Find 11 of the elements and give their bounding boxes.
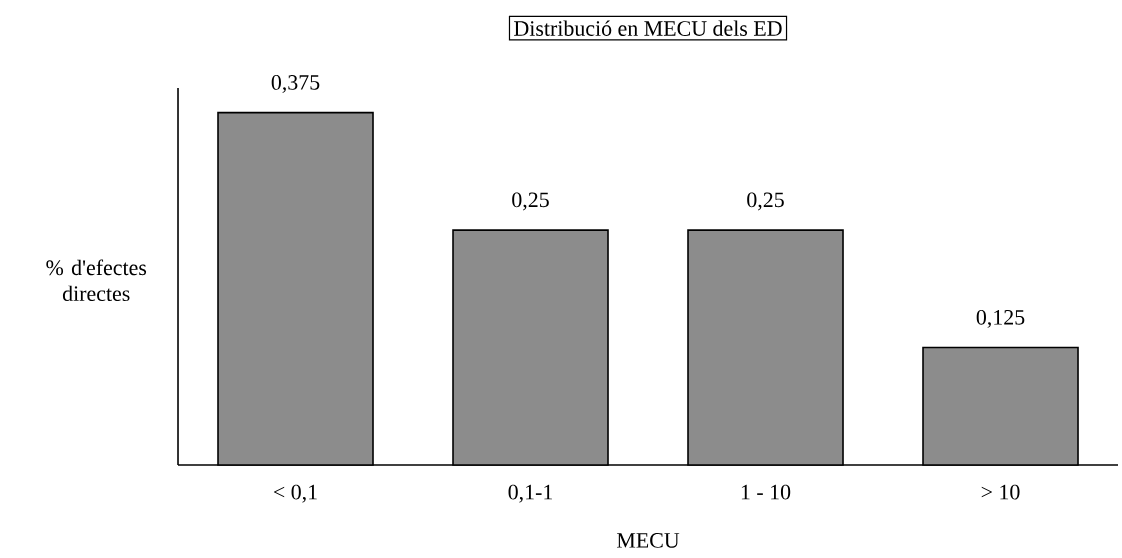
data-label: 0,375 — [271, 75, 320, 93]
x-tick-label: < 0,1 — [273, 484, 317, 503]
data-label: 0,25 — [747, 192, 784, 211]
chart-title: Distribució en MECU dels ED — [514, 20, 782, 36]
data-label: 0,25 — [512, 192, 549, 211]
x-axis-title: MECU — [616, 533, 680, 548]
y-axis-title: % d'efectes directes — [46, 259, 147, 302]
x-tick-label: > 10 — [981, 484, 1020, 500]
x-tick-label: 1 - 10 — [741, 484, 791, 500]
data-label: 0,125 — [976, 309, 1025, 328]
x-tick-label: 0,1-1 — [508, 484, 552, 503]
